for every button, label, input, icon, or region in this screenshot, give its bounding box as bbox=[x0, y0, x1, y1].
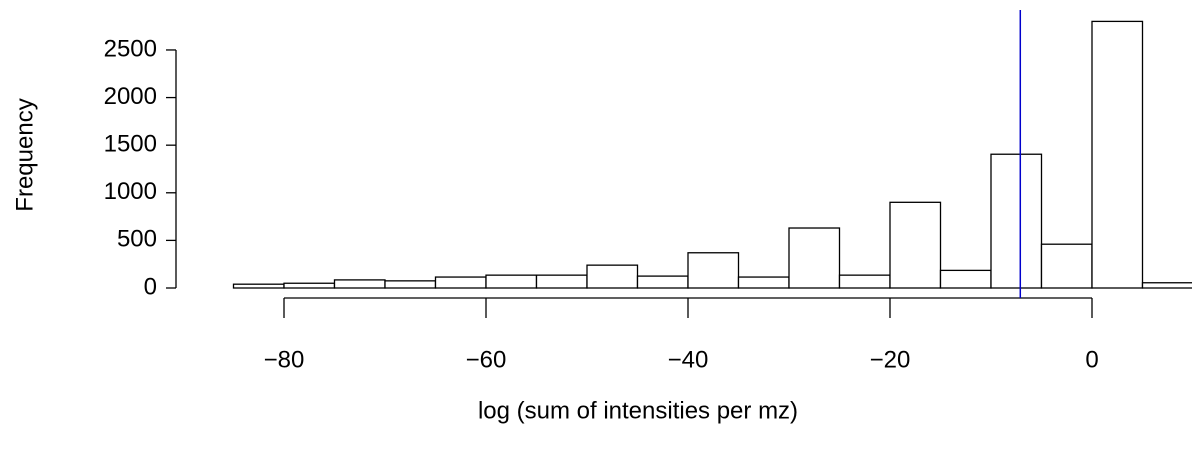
bar bbox=[838, 274, 891, 289]
bar bbox=[333, 279, 386, 289]
y-tick-label: 0 bbox=[144, 273, 157, 300]
x-tick-label: 0 bbox=[1085, 346, 1098, 373]
bar bbox=[283, 282, 336, 289]
y-tick-label: 500 bbox=[117, 226, 157, 253]
y-tick-label: 2000 bbox=[104, 83, 157, 110]
bar bbox=[232, 283, 285, 289]
x-tick-label: −80 bbox=[264, 346, 305, 373]
bar bbox=[889, 201, 942, 289]
bar bbox=[939, 269, 992, 289]
bar bbox=[636, 275, 689, 289]
y-tick-label: 2500 bbox=[104, 35, 157, 62]
y-tick-label: 1500 bbox=[104, 131, 157, 158]
bar bbox=[737, 276, 790, 289]
y-axis-title: Frequency bbox=[11, 98, 38, 211]
y-tick-label: 1000 bbox=[104, 178, 157, 205]
bar bbox=[1091, 20, 1144, 289]
bar bbox=[990, 153, 1043, 289]
x-tick-label: −20 bbox=[870, 346, 911, 373]
bar bbox=[586, 264, 639, 289]
bar bbox=[535, 274, 588, 289]
x-tick-label: −60 bbox=[466, 346, 507, 373]
x-axis-title: log (sum of intensities per mz) bbox=[478, 397, 798, 424]
bar bbox=[1040, 243, 1093, 289]
bar bbox=[434, 276, 487, 289]
bar bbox=[687, 252, 740, 289]
bar bbox=[1141, 282, 1192, 289]
bar bbox=[788, 227, 841, 289]
bar bbox=[485, 274, 538, 289]
bar bbox=[384, 280, 437, 289]
x-tick-label: −40 bbox=[668, 346, 709, 373]
